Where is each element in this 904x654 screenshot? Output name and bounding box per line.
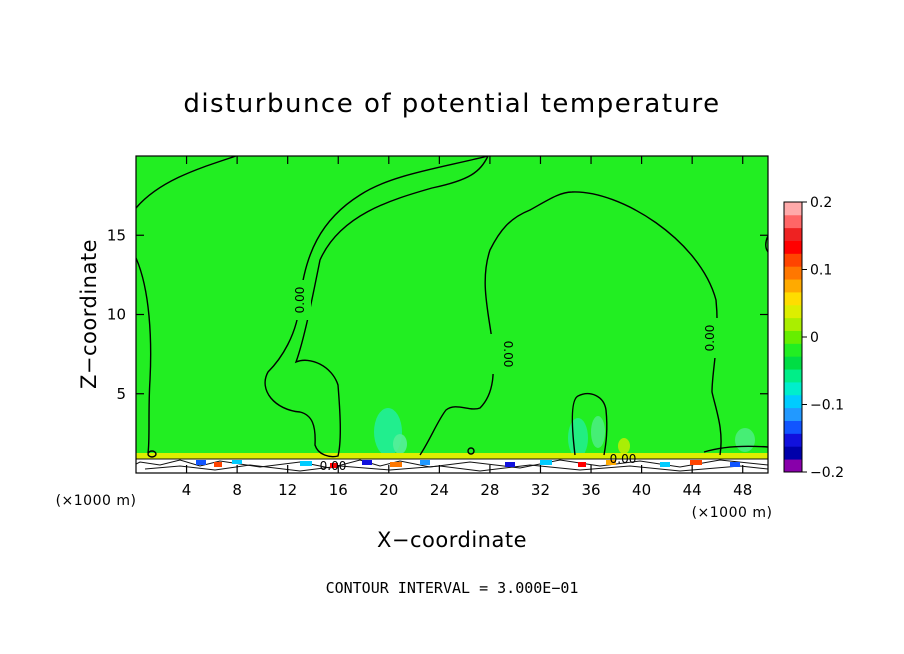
x-tick-label: 28 xyxy=(480,481,499,499)
surface-speck xyxy=(578,462,586,467)
y-tick-label: 10 xyxy=(107,306,126,324)
x-tick-label: 4 xyxy=(182,481,192,499)
x-unit-right: (×1000 m) xyxy=(692,505,773,521)
x-tick-label: 40 xyxy=(632,481,651,499)
contour-line xyxy=(703,445,768,453)
chart-title: disturbunce of potential temperature xyxy=(183,89,720,119)
colorbar-swatch xyxy=(784,292,802,306)
contour-line xyxy=(765,235,768,253)
x-tick-label: 48 xyxy=(733,481,752,499)
surface-speck xyxy=(730,462,740,467)
contour-label: 0.00 xyxy=(293,287,307,314)
colorbar-swatch xyxy=(784,407,802,421)
anomaly-patch xyxy=(618,438,630,454)
plot-area: 0.00 0.00 0.00 0.00 0.00 xyxy=(136,156,768,473)
surface-speck xyxy=(196,460,206,465)
x-tick-label: 12 xyxy=(278,481,297,499)
x-tick-label: 44 xyxy=(683,481,702,499)
colorbar-swatch xyxy=(784,459,802,473)
colorbar: 0.2 0.1 0 −0.1 −0.2 xyxy=(783,195,844,481)
contour-label: 0.00 xyxy=(501,341,515,368)
surface-speck xyxy=(420,460,430,465)
surface-speck xyxy=(540,460,552,465)
contour-line xyxy=(571,392,608,456)
contour-label: 0.00 xyxy=(703,325,717,352)
colorbar-swatch xyxy=(784,304,802,319)
surface-speck xyxy=(660,462,670,467)
contour-line xyxy=(264,156,489,458)
x-tick-label: 36 xyxy=(581,481,600,499)
colorbar-swatch xyxy=(784,227,802,241)
contour-line xyxy=(147,450,157,458)
x-tick-label: 16 xyxy=(329,481,348,499)
colorbar-swatch xyxy=(784,253,802,267)
colorbar-tick-label: 0 xyxy=(810,330,819,346)
y-axis-ticks: 5 10 15 xyxy=(107,226,768,403)
colorbar-swatch xyxy=(784,266,802,280)
colorbar-swatch xyxy=(784,356,802,370)
contour-label-bg xyxy=(489,334,511,374)
x-unit-left: (×1000 m) xyxy=(56,493,137,509)
colorbar-swatch xyxy=(784,382,802,396)
surface-speck xyxy=(390,462,402,467)
colorbar-swatch xyxy=(784,433,802,447)
x-tick-label: 20 xyxy=(379,481,398,499)
surface-speck xyxy=(505,462,515,467)
x-tick-label: 8 xyxy=(232,481,242,499)
surface-speck xyxy=(330,463,338,468)
contour-interval-note: CONTOUR INTERVAL = 3.000E−01 xyxy=(326,579,579,597)
colorbar-swatch xyxy=(784,214,802,229)
contour-label-bg xyxy=(699,318,721,358)
x-axis-ticks: 4 8 12 16 20 24 28 32 36 40 44 48 xyxy=(182,156,752,499)
colorbar-swatch xyxy=(784,317,802,331)
colorbar-swatch xyxy=(784,394,802,409)
y-tick-label: 15 xyxy=(107,226,126,244)
field-background xyxy=(136,156,768,473)
contour-label: 0.00 xyxy=(610,452,637,466)
colorbar-swatch xyxy=(784,446,802,460)
colorbar-swatch xyxy=(784,343,802,357)
contour-line xyxy=(467,447,475,455)
surface-speck xyxy=(606,460,616,465)
anomaly-patch xyxy=(591,416,605,448)
y-axis-label: Z−coordinate xyxy=(77,239,101,389)
surface-speck xyxy=(232,460,242,464)
x-tick-label: 32 xyxy=(531,481,550,499)
colorbar-swatch xyxy=(784,202,802,216)
surface-speck xyxy=(690,460,702,465)
colorbar-tick-label: −0.2 xyxy=(810,465,844,481)
colorbar-swatch xyxy=(784,420,802,434)
anomaly-patch xyxy=(568,418,588,458)
surface-speck xyxy=(214,462,222,467)
colorbar-swatch xyxy=(784,279,802,293)
contour-label: 0.00 xyxy=(320,459,347,473)
colorbar-tick-label: 0.1 xyxy=(810,263,832,279)
surface-contours xyxy=(136,458,768,469)
colorbar-swatch xyxy=(784,330,802,344)
contour-label-bg xyxy=(289,280,311,320)
surface-contours xyxy=(144,464,768,472)
x-axis-label: X−coordinate xyxy=(377,528,527,552)
contour-line xyxy=(136,257,152,454)
colorbar-tick-label: −0.1 xyxy=(810,398,844,414)
surface-speck xyxy=(362,460,372,465)
anomaly-patch xyxy=(735,428,755,452)
y-tick-label: 5 xyxy=(116,385,126,403)
colorbar-tick-label: 0.2 xyxy=(810,195,832,211)
anomaly-patch xyxy=(393,434,407,454)
colorbar-swatch xyxy=(784,240,802,254)
surface-speck xyxy=(300,461,312,466)
contour-line xyxy=(136,156,237,209)
colorbar-swatch xyxy=(784,369,802,383)
x-tick-label: 24 xyxy=(430,481,449,499)
surface-layer xyxy=(136,453,768,460)
